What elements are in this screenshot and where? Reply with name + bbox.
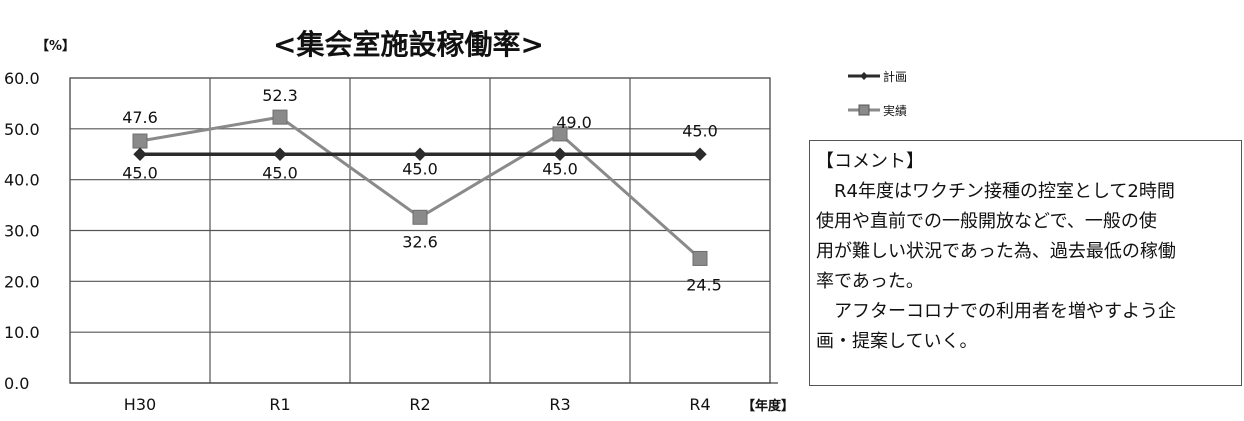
data-point bbox=[273, 147, 287, 161]
x-tick-label: R3 bbox=[549, 395, 570, 414]
legend-marker bbox=[858, 104, 870, 116]
data-label: 49.0 bbox=[556, 113, 592, 132]
y-tick-label: 40.0 bbox=[4, 171, 40, 190]
chart-series bbox=[132, 109, 708, 266]
y-tick-label: 10.0 bbox=[4, 323, 40, 342]
y-tick-label: 50.0 bbox=[4, 120, 40, 139]
data-point bbox=[413, 147, 427, 161]
chart-text: <集会室施設稼働率> 45.0 45.0 45.0 45.0 45.0 47.6 52.3 32… bbox=[122, 28, 722, 294]
data-label: 45.0 bbox=[682, 121, 718, 140]
data-label: 52.3 bbox=[262, 86, 298, 105]
data-point bbox=[132, 133, 148, 149]
legend-label: 実績 bbox=[883, 103, 907, 118]
y-tick-label: 0.0 bbox=[4, 374, 29, 393]
legend-label: 計画 bbox=[883, 69, 907, 84]
data-label: 24.5 bbox=[686, 275, 722, 294]
data-point bbox=[272, 109, 288, 125]
legend-marker bbox=[860, 72, 868, 80]
comment-line-5: アフターコロナでの利用者を増やすよう企 bbox=[834, 301, 1176, 322]
comment-line-4: 率であった。 bbox=[816, 271, 924, 292]
comment-heading: 【コメント】 bbox=[816, 151, 924, 172]
x-tick-label: R4 bbox=[689, 395, 710, 414]
x-axis-label: 【年度】 bbox=[742, 398, 794, 414]
comment-line-3: 用が難しい状況であった為、過去最低の稼働 bbox=[816, 241, 1176, 262]
data-label: 45.0 bbox=[122, 163, 158, 182]
comment-line-1: R4年度はワクチン接種の控室として2時間 bbox=[834, 181, 1175, 202]
axes: 0.0 10.0 20.0 30.0 40.0 50.0 60.0 H30 R1 R2 R3 R4 【%… bbox=[4, 38, 794, 414]
comment-box: 【コメント】 R4年度はワクチン接種の控室として2時間 使用や直前での一般開放な… bbox=[809, 140, 1242, 386]
data-label: 45.0 bbox=[402, 159, 438, 178]
x-tick-label: R2 bbox=[409, 395, 430, 414]
comment-line-2: 使用や直前での一般開放などで、一般の使 bbox=[816, 211, 1157, 232]
plot-grid bbox=[69, 77, 771, 384]
data-point bbox=[133, 147, 147, 161]
data-point bbox=[692, 250, 708, 266]
y-tick-label: 20.0 bbox=[4, 272, 40, 291]
data-label: 45.0 bbox=[262, 163, 298, 182]
x-tick-label: R1 bbox=[269, 395, 290, 414]
data-point bbox=[693, 147, 707, 161]
y-tick-label: 60.0 bbox=[4, 69, 40, 88]
y-axis-label: 【%】 bbox=[36, 38, 75, 54]
comment-line-6: 画・提案していく。 bbox=[816, 331, 978, 352]
data-point bbox=[552, 126, 568, 142]
data-label: 32.6 bbox=[402, 232, 438, 251]
y-tick-label: 30.0 bbox=[4, 222, 40, 241]
data-point bbox=[553, 147, 567, 161]
data-point bbox=[412, 209, 428, 225]
data-label: 45.0 bbox=[542, 159, 578, 178]
x-tick-label: H30 bbox=[124, 395, 156, 414]
chart-title: <集会室施設稼働率> bbox=[273, 28, 544, 61]
data-label: 47.6 bbox=[122, 108, 158, 127]
